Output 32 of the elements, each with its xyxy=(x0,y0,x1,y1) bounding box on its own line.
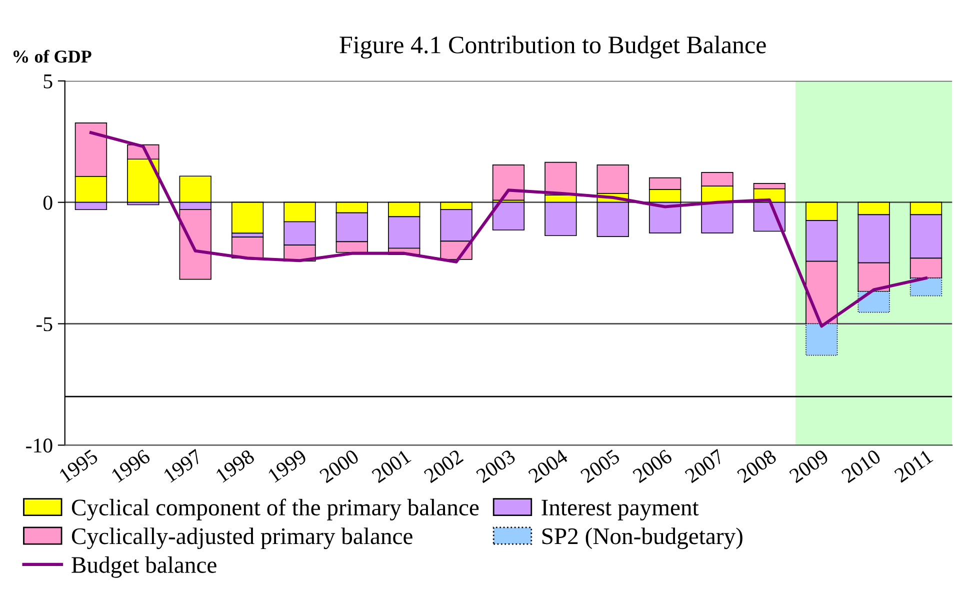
bar xyxy=(231,202,264,234)
x-tick-label: 2001 xyxy=(371,449,412,484)
x-tick-label: 1999 xyxy=(267,448,308,483)
x-tick-label: 1998 xyxy=(215,448,256,483)
x-tick-label: 1996 xyxy=(110,448,152,483)
y-tick-label: -10 xyxy=(26,438,52,453)
x-tick-label: 2010 xyxy=(840,448,882,484)
line-series xyxy=(89,131,928,328)
legend-label: Cyclical component of the primary balance xyxy=(72,498,479,520)
bar xyxy=(231,236,264,258)
x-tick-label: 2008 xyxy=(736,448,778,484)
x-tick-label: 2009 xyxy=(788,448,830,484)
legend-label: Budget balance xyxy=(72,556,216,578)
x-tick-label: 2002 xyxy=(423,449,464,484)
x-tick-label: 2011 xyxy=(894,449,934,483)
y-tick-label: 0 xyxy=(43,196,52,210)
y-tick-label: 5 xyxy=(44,74,52,88)
x-tick-label: 2005 xyxy=(580,448,621,484)
legend-label: Interest payment xyxy=(542,500,699,520)
y-axis-title: % of GDP xyxy=(13,50,92,63)
x-tick-label: 2000 xyxy=(318,448,360,484)
legend-label: Cyclically-adjusted primary balance xyxy=(72,528,412,550)
bar xyxy=(701,202,734,234)
x-tick-label: 2004 xyxy=(528,448,569,484)
x-tick-label: 2007 xyxy=(684,448,726,484)
x-tick-label: 2003 xyxy=(475,448,516,484)
chart-title: Figure 4.1 Contribution to Budget Balance xyxy=(340,36,766,59)
y-tick-label: -5 xyxy=(36,317,52,332)
legend-label: SP2 (Non-budgetary) xyxy=(542,528,742,550)
x-tick-label: 1995 xyxy=(58,448,99,483)
x-tick-label: 2006 xyxy=(632,448,673,484)
x-tick-label: 1997 xyxy=(163,448,204,483)
